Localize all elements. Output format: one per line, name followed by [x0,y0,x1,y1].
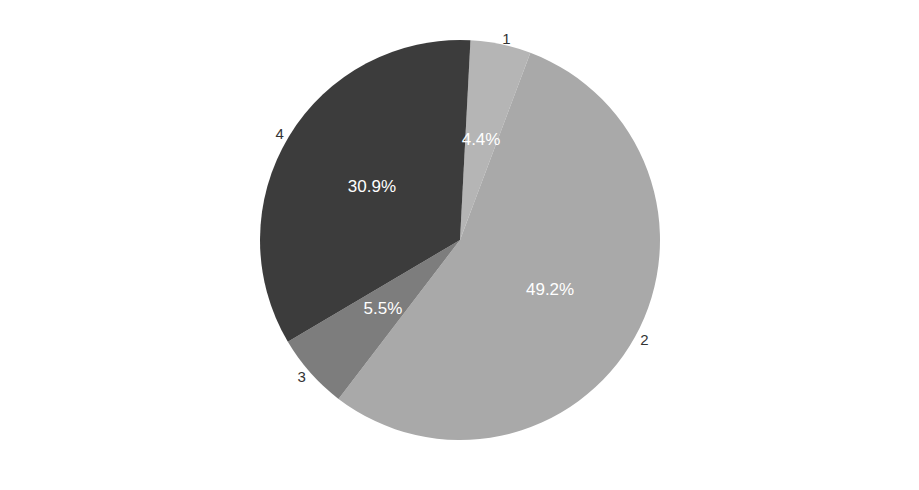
svg-text:1: 1 [502,30,510,47]
svg-text:4: 4 [275,125,283,142]
svg-text:2: 2 [640,331,648,348]
svg-text:49.2%: 49.2% [526,280,574,299]
svg-text:3: 3 [298,368,306,385]
svg-text:4.4%: 4.4% [462,130,501,149]
svg-text:30.9%: 30.9% [348,177,396,196]
svg-text:5.5%: 5.5% [364,299,403,318]
